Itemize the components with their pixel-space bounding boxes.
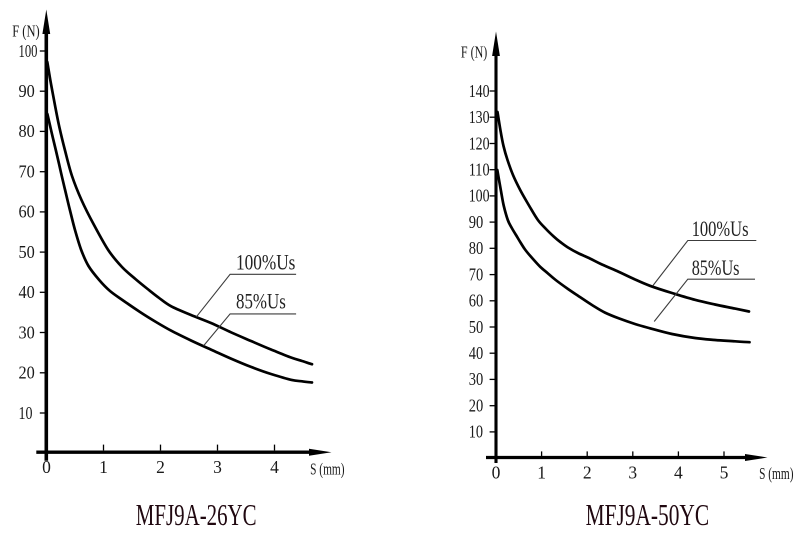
svg-text:1: 1 bbox=[99, 457, 108, 477]
svg-text:MFJ9A-26YC: MFJ9A-26YC bbox=[136, 497, 257, 532]
svg-text:20: 20 bbox=[19, 363, 36, 383]
svg-text:60: 60 bbox=[469, 291, 484, 311]
svg-text:F (N): F (N) bbox=[12, 22, 40, 41]
svg-text:70: 70 bbox=[469, 264, 484, 284]
svg-text:120: 120 bbox=[469, 133, 490, 153]
svg-text:80: 80 bbox=[469, 238, 484, 258]
svg-text:3: 3 bbox=[213, 457, 222, 477]
svg-text:F (N): F (N) bbox=[461, 43, 487, 62]
svg-text:3: 3 bbox=[628, 463, 637, 483]
svg-text:100: 100 bbox=[469, 186, 490, 206]
svg-text:4: 4 bbox=[674, 463, 683, 483]
svg-text:100%Us: 100%Us bbox=[692, 216, 749, 241]
svg-text:10: 10 bbox=[469, 422, 484, 442]
svg-text:10: 10 bbox=[19, 403, 33, 423]
svg-text:S (mm): S (mm) bbox=[310, 460, 345, 479]
svg-text:100%Us: 100%Us bbox=[236, 249, 295, 274]
svg-text:90: 90 bbox=[19, 81, 36, 101]
svg-text:40: 40 bbox=[19, 282, 36, 302]
svg-text:20: 20 bbox=[469, 396, 484, 416]
svg-text:100: 100 bbox=[19, 41, 38, 61]
svg-text:50: 50 bbox=[469, 317, 484, 337]
svg-text:85%Us: 85%Us bbox=[236, 289, 286, 314]
svg-text:2: 2 bbox=[583, 463, 592, 483]
svg-text:4: 4 bbox=[270, 457, 279, 477]
svg-text:70: 70 bbox=[19, 162, 36, 182]
svg-text:0: 0 bbox=[42, 457, 51, 477]
svg-text:1: 1 bbox=[537, 463, 546, 483]
svg-text:30: 30 bbox=[19, 322, 36, 342]
svg-text:S (mm): S (mm) bbox=[759, 464, 793, 483]
svg-text:MFJ9A-50YC: MFJ9A-50YC bbox=[586, 497, 710, 532]
svg-text:80: 80 bbox=[19, 121, 36, 141]
svg-text:5: 5 bbox=[720, 463, 729, 483]
svg-text:130: 130 bbox=[469, 107, 490, 127]
svg-text:140: 140 bbox=[469, 81, 490, 101]
svg-text:40: 40 bbox=[469, 343, 484, 363]
svg-text:30: 30 bbox=[469, 369, 484, 389]
svg-text:2: 2 bbox=[156, 457, 165, 477]
svg-text:85%Us: 85%Us bbox=[692, 255, 740, 280]
svg-text:90: 90 bbox=[469, 212, 484, 232]
svg-text:50: 50 bbox=[19, 242, 36, 262]
svg-text:60: 60 bbox=[19, 202, 36, 222]
svg-text:110: 110 bbox=[469, 160, 490, 180]
svg-text:0: 0 bbox=[492, 463, 501, 483]
